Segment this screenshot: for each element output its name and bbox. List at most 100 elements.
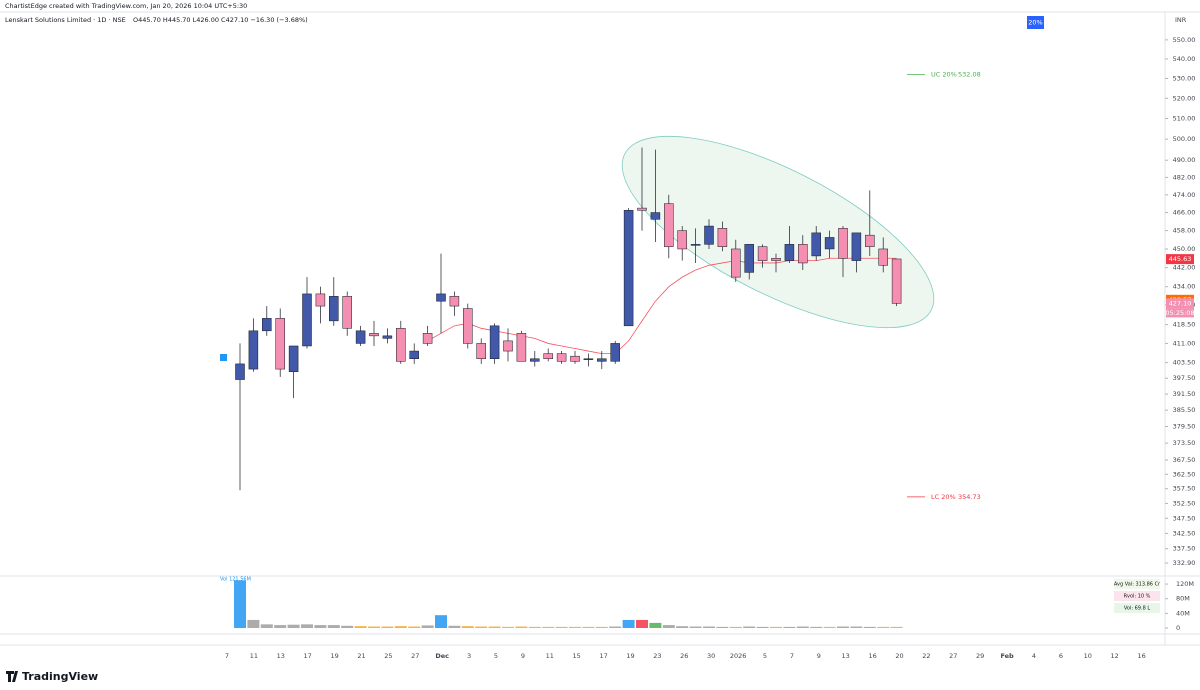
volume-bar (461, 626, 474, 628)
candle-body (315, 293, 326, 307)
candle-body (543, 353, 553, 360)
x-tick-label: 20 (895, 652, 903, 660)
x-tick-label: 19 (330, 652, 338, 660)
countdown: 05:25:08 (1165, 309, 1194, 317)
uc-value: 532.08 (958, 70, 981, 78)
volume-bar (662, 625, 675, 628)
y-tick-label: 385.50 (1173, 406, 1196, 414)
volume-bar (448, 625, 461, 628)
x-tick-label: 16 (1137, 652, 1145, 660)
x-tick-label: 23 (653, 652, 661, 660)
volume-bar (850, 626, 863, 628)
x-tick-label: 9 (817, 652, 821, 660)
y-tick-label: 411.00 (1173, 339, 1196, 347)
candle-body (275, 318, 285, 370)
volume-bar (569, 626, 581, 628)
candle-body (503, 340, 513, 352)
candle-body (570, 355, 580, 362)
x-tick-label: 16 (868, 652, 876, 660)
candle-body (262, 318, 272, 332)
volume-tick-label: 80M (1176, 595, 1190, 603)
volume-bar (314, 625, 327, 628)
uc-label: UC 20% (931, 70, 957, 78)
y-tick-label: 397.50 (1173, 374, 1196, 382)
x-tick-label: 11 (250, 652, 258, 660)
y-tick-label: 442.00 (1173, 264, 1196, 272)
volume-bar (636, 619, 648, 628)
volume-bar (234, 580, 246, 628)
attribution: ChartistEdge created with TradingView.co… (5, 2, 247, 10)
x-tick-label: 25 (384, 652, 392, 660)
volume-bar (582, 626, 595, 628)
y-tick-label: 466.00 (1173, 209, 1196, 217)
x-tick-label: Dec (435, 652, 449, 660)
volume-bar (368, 626, 380, 628)
x-tick-label: 30 (707, 652, 715, 660)
volume-bar (341, 625, 354, 628)
volume-bar (689, 626, 702, 628)
volume-bar (555, 626, 568, 628)
candle-body (744, 244, 754, 273)
x-tick-label: 13 (277, 652, 285, 660)
volume-bar (716, 626, 729, 628)
volume-bar (475, 626, 488, 628)
price-label: 427.10 (1169, 299, 1192, 307)
x-tick-label: 17 (304, 652, 312, 660)
candle-body (369, 333, 379, 337)
candle-body (288, 345, 299, 372)
volume-tick-label: 0 (1176, 624, 1180, 632)
volume-bar (756, 626, 769, 628)
x-tick-label: 19 (626, 652, 634, 660)
y-tick-label: 490.00 (1173, 156, 1196, 164)
candle-body (516, 333, 527, 362)
volume-bar (408, 626, 421, 628)
volume-legend: Vol 121.56M (220, 577, 251, 583)
candle-body (329, 296, 339, 322)
highlight-ellipse (621, 135, 935, 329)
candle-body (556, 353, 567, 362)
volume-bar (528, 626, 541, 628)
candle-body (302, 293, 312, 347)
volume-bar (394, 626, 407, 628)
candle-body (838, 228, 848, 259)
volume-bar (515, 626, 528, 628)
x-tick-label: 21 (357, 652, 365, 660)
currency: INR (1175, 16, 1187, 24)
y-tick-label: 352.50 (1173, 499, 1196, 507)
y-tick-label: 500.00 (1173, 135, 1196, 143)
y-tick-label: 458.00 (1173, 227, 1196, 235)
x-tick-label: 27 (411, 652, 419, 660)
candle-body (690, 244, 701, 246)
chart-title: Lenskart Solutions Limited · 1D · NSE (5, 16, 126, 24)
candle-body (463, 308, 473, 344)
stat: Vol: 69.8 L (1124, 606, 1150, 612)
moving-average (427, 257, 897, 355)
y-tick-label: 347.50 (1173, 514, 1196, 522)
candle-body (583, 358, 594, 361)
y-tick-label: 540.00 (1173, 55, 1196, 63)
candle-body (851, 232, 862, 261)
candle-body (664, 203, 674, 247)
volume-bar (877, 626, 890, 628)
y-tick-label: 367.50 (1173, 456, 1196, 464)
y-tick-label: 403.50 (1173, 359, 1196, 367)
candle-body (731, 248, 741, 278)
y-tick-label: 342.50 (1173, 529, 1196, 537)
volume-bar (381, 626, 394, 628)
stat: Avg Val: 313.86 Cr (1114, 582, 1161, 588)
candle-body (449, 296, 460, 307)
x-tick-label: 4 (1032, 652, 1036, 660)
y-tick-label: 332.90 (1173, 559, 1196, 567)
y-tick-label: 530.00 (1173, 74, 1196, 82)
y-tick-label: 510.00 (1173, 115, 1196, 123)
y-tick-label: 434.00 (1173, 283, 1196, 291)
volume-bar (743, 626, 756, 628)
candle-body (865, 234, 875, 247)
x-tick-label: 11 (546, 652, 554, 660)
y-tick-label: 357.50 (1173, 485, 1196, 493)
y-tick-label: 373.50 (1173, 439, 1196, 447)
x-tick-label: 15 (573, 652, 581, 660)
candle-body (355, 330, 366, 344)
candle-body (623, 210, 634, 327)
